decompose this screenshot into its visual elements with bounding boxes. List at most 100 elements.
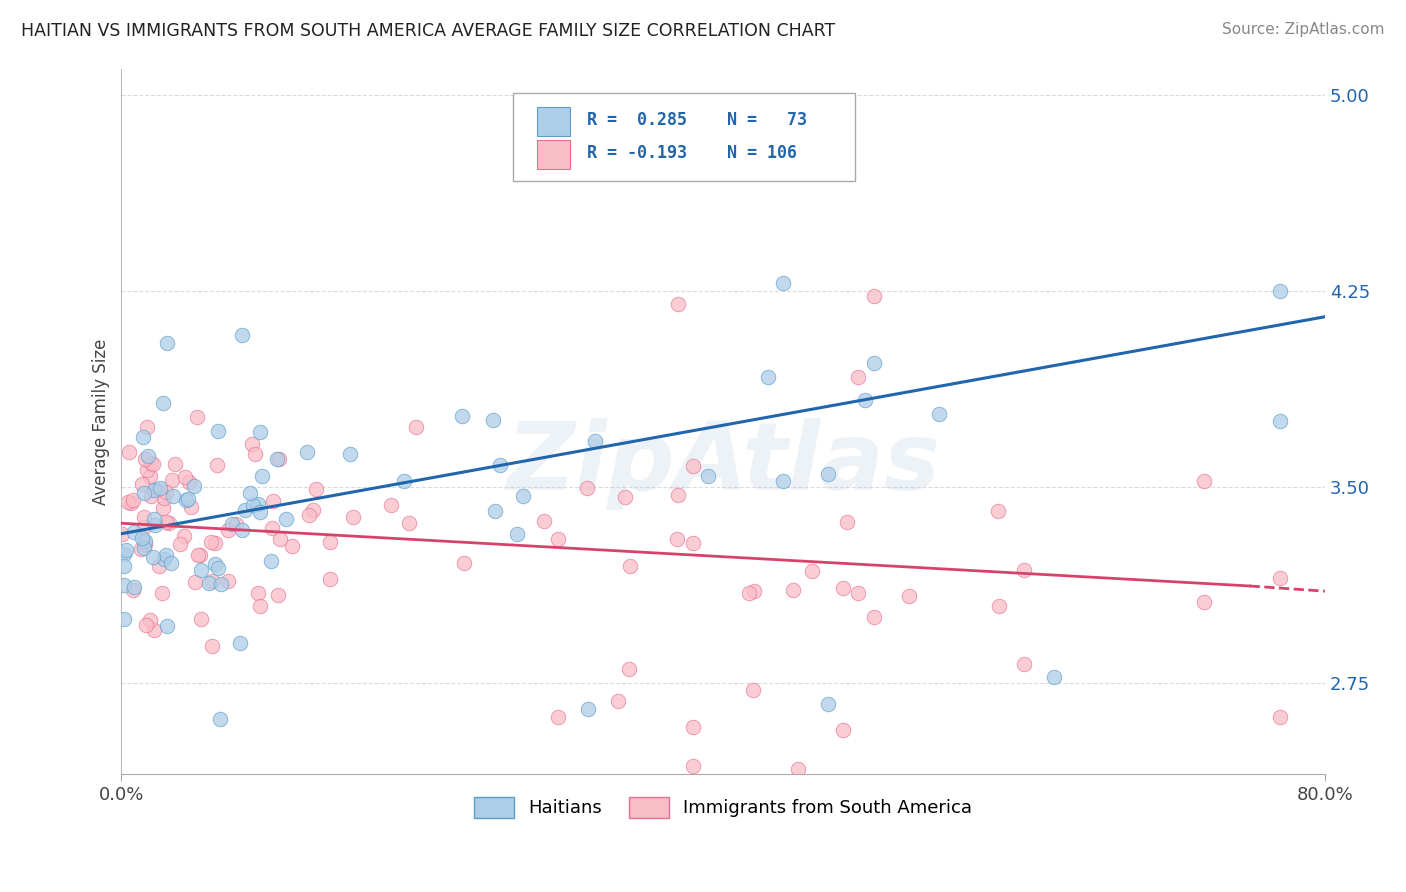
Point [149, 481, 172, 495]
Point [928, 407, 950, 421]
Point [132, 430, 155, 444]
Text: R =  0.285    N =   73: R = 0.285 N = 73 [588, 111, 807, 129]
Point [155, 618, 177, 632]
Point [240, 437, 263, 451]
Point [152, 491, 174, 505]
Point [832, 582, 855, 596]
Point [155, 548, 177, 562]
Point [862, 609, 884, 624]
Point [489, 458, 512, 472]
Point [131, 531, 153, 545]
Point [339, 447, 361, 461]
Point [1194, 475, 1216, 489]
Y-axis label: Average Family Size: Average Family Size [93, 338, 110, 505]
Point [217, 523, 239, 537]
Point [231, 328, 253, 343]
Point [297, 445, 319, 459]
Point [837, 515, 859, 529]
Point [1268, 709, 1291, 723]
Point [682, 720, 704, 734]
Point [139, 469, 162, 483]
Point [132, 509, 155, 524]
Point [862, 289, 884, 303]
Point [221, 517, 243, 532]
Point [152, 396, 174, 410]
Point [665, 532, 688, 546]
Point [988, 599, 1011, 613]
Point [547, 709, 569, 723]
Point [613, 490, 636, 504]
Point [772, 474, 794, 488]
Point [177, 492, 200, 507]
Point [120, 496, 142, 510]
Point [1194, 595, 1216, 609]
Point [848, 370, 870, 384]
Point [134, 452, 156, 467]
Point [1012, 563, 1035, 577]
Point [208, 712, 231, 726]
Point [298, 508, 321, 522]
Point [547, 533, 569, 547]
Point [738, 586, 761, 600]
Point [696, 469, 718, 483]
Point [682, 459, 704, 474]
Point [155, 335, 177, 350]
Point [205, 458, 228, 473]
Point [143, 511, 166, 525]
Point [247, 586, 270, 600]
Point [173, 470, 195, 484]
Point [319, 535, 342, 549]
Bar [537, 107, 571, 136]
Point [239, 485, 262, 500]
Point [617, 663, 640, 677]
Point [742, 683, 765, 698]
Point [318, 572, 340, 586]
Point [242, 498, 264, 512]
Point [848, 585, 870, 599]
Point [111, 526, 134, 541]
Point [134, 485, 156, 500]
Point [1268, 414, 1291, 428]
Point [405, 419, 427, 434]
Point [142, 549, 165, 564]
Point [136, 463, 159, 477]
Bar [537, 141, 571, 169]
Point [139, 456, 162, 470]
Point [162, 489, 184, 503]
Point [606, 694, 628, 708]
Point [198, 576, 221, 591]
Point [134, 533, 156, 548]
Point [576, 481, 599, 495]
Point [787, 762, 810, 776]
Point [134, 541, 156, 555]
Point [832, 723, 855, 737]
Point [207, 424, 229, 438]
Point [619, 559, 641, 574]
Point [188, 548, 211, 562]
Point [453, 556, 475, 570]
Point [862, 355, 884, 369]
Point [112, 547, 135, 561]
Point [583, 434, 606, 448]
Point [450, 409, 472, 423]
Point [228, 636, 250, 650]
Point [157, 516, 180, 530]
Point [136, 420, 159, 434]
Point [398, 516, 420, 530]
Point [180, 500, 202, 514]
Point [155, 485, 177, 500]
Point [146, 483, 169, 497]
Point [1012, 657, 1035, 672]
Point [134, 537, 156, 551]
Point [173, 529, 195, 543]
Point [756, 369, 779, 384]
Point [177, 475, 200, 490]
Point [267, 451, 290, 466]
Point [135, 618, 157, 632]
Point [115, 542, 138, 557]
Point [260, 554, 283, 568]
Point [249, 505, 271, 519]
Point [174, 492, 197, 507]
Point [380, 498, 402, 512]
Point [281, 539, 304, 553]
